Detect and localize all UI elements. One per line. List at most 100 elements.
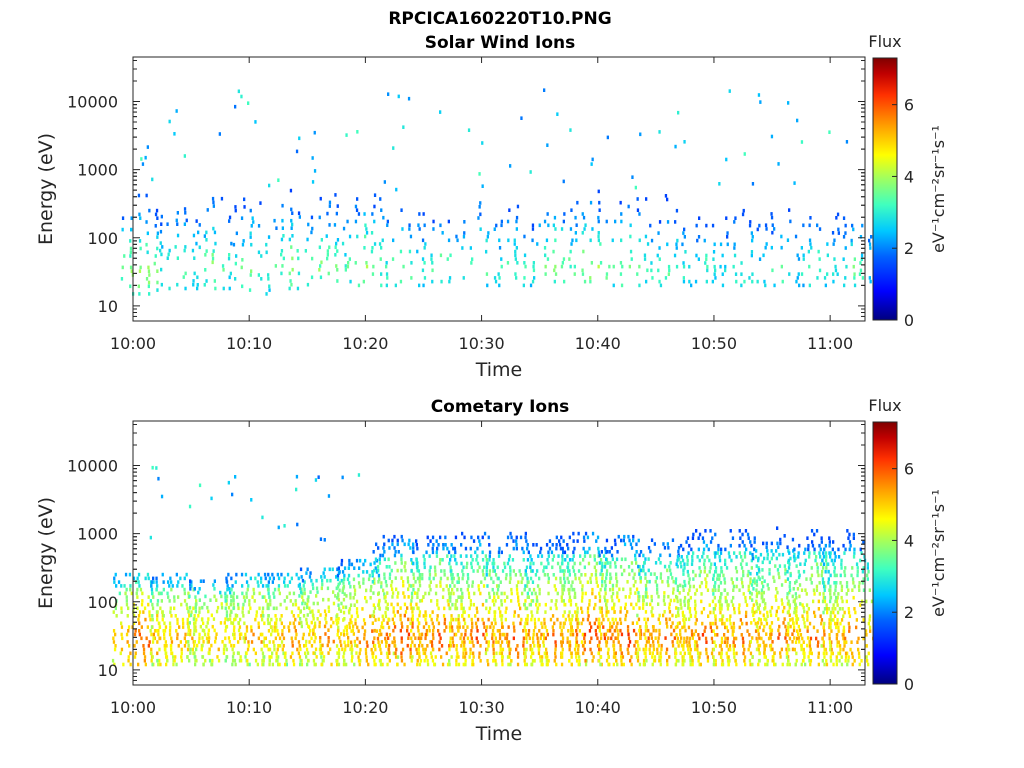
- heatmap-cell: [781, 279, 784, 284]
- heatmap-cell: [530, 569, 533, 573]
- heatmap-cell: [372, 591, 375, 595]
- heatmap-cell: [719, 581, 723, 585]
- heatmap-cell: [461, 576, 464, 581]
- heatmap-cell: [365, 640, 369, 645]
- heatmap-cell: [372, 614, 376, 619]
- heatmap-cell: [545, 543, 549, 547]
- heatmap-cell: [274, 629, 277, 633]
- heatmap-cell: [406, 625, 409, 629]
- heatmap-cell: [560, 535, 563, 540]
- heatmap-cell: [570, 617, 574, 622]
- heatmap-cell: [240, 572, 244, 577]
- heatmap-cell: [450, 573, 453, 577]
- heatmap-cell: [404, 568, 407, 573]
- heatmap-cell: [151, 465, 154, 470]
- heatmap-cell: [334, 245, 337, 250]
- heatmap-cell: [290, 576, 293, 581]
- heatmap-cell: [788, 562, 791, 566]
- heatmap-cell: [793, 558, 796, 563]
- heatmap-cell: [451, 636, 454, 641]
- heatmap-cell: [676, 636, 679, 641]
- heatmap-cell: [150, 658, 153, 663]
- heatmap-cell: [432, 629, 435, 633]
- heatmap-cell: [306, 597, 309, 602]
- heatmap-cell: [688, 636, 692, 641]
- heatmap-cell: [728, 89, 731, 93]
- heatmap-cell: [204, 253, 207, 257]
- heatmap-cell: [765, 545, 768, 549]
- heatmap-cell: [536, 636, 539, 641]
- heatmap-cell: [226, 617, 229, 622]
- heatmap-cell: [673, 636, 676, 640]
- heatmap-cell: [829, 610, 833, 615]
- heatmap-cell: [581, 231, 584, 235]
- heatmap-cell: [135, 580, 138, 584]
- heatmap-cell: [682, 588, 685, 592]
- heatmap-cell: [164, 625, 168, 629]
- heatmap-cell: [336, 662, 339, 667]
- heatmap-cell: [676, 610, 680, 615]
- heatmap-cell: [831, 231, 835, 235]
- heatmap-cell: [589, 554, 592, 558]
- heatmap-cell: [691, 536, 695, 540]
- heatmap-cell: [734, 566, 738, 570]
- heatmap-cell: [816, 569, 819, 574]
- heatmap-cell: [806, 629, 809, 633]
- heatmap-cell: [741, 558, 744, 563]
- heatmap-cell: [476, 617, 480, 622]
- heatmap-cell: [301, 601, 304, 606]
- heatmap-cell: [514, 272, 517, 276]
- heatmap-cell: [114, 602, 118, 607]
- heatmap-cell: [592, 655, 595, 659]
- heatmap-cell: [583, 565, 586, 570]
- heatmap-cell: [225, 647, 228, 652]
- heatmap-cell: [788, 272, 791, 276]
- heatmap-cell: [254, 120, 257, 124]
- heatmap-cell: [147, 284, 150, 289]
- heatmap-cell: [832, 562, 835, 566]
- heatmap-cell: [348, 625, 351, 630]
- heatmap-cell: [570, 625, 573, 629]
- heatmap-cell: [432, 576, 435, 581]
- heatmap-cell: [847, 607, 850, 611]
- heatmap-cell: [439, 580, 442, 584]
- heatmap-cell: [829, 592, 832, 596]
- heatmap-cell: [417, 223, 420, 227]
- heatmap-cell: [327, 628, 330, 632]
- heatmap-cell: [392, 610, 395, 614]
- heatmap-cell: [851, 223, 854, 228]
- heatmap-cell: [120, 632, 123, 637]
- heatmap-cell: [739, 536, 742, 540]
- heatmap-cell: [517, 602, 521, 607]
- heatmap-cell: [266, 602, 269, 607]
- heatmap-cell: [258, 591, 261, 596]
- heatmap-cell: [467, 576, 470, 581]
- heatmap-cell: [156, 246, 159, 251]
- heatmap-cell: [689, 651, 692, 656]
- heatmap-cell: [630, 602, 633, 607]
- heatmap-cell: [395, 187, 398, 192]
- heatmap-cell: [468, 655, 471, 659]
- heatmap-cell: [821, 581, 825, 585]
- heatmap-cell: [584, 659, 587, 663]
- heatmap-cell: [500, 550, 503, 555]
- heatmap-cell: [862, 577, 865, 581]
- heatmap-cell: [686, 558, 689, 563]
- heatmap-cell: [218, 132, 221, 136]
- heatmap-cell: [245, 591, 248, 596]
- heatmap-cell: [359, 658, 362, 663]
- heatmap-cell: [829, 644, 832, 648]
- heatmap-cell: [277, 587, 280, 592]
- heatmap-cell: [599, 261, 603, 265]
- heatmap-cell: [862, 636, 865, 641]
- heatmap-cell: [783, 617, 786, 621]
- heatmap-cell: [378, 598, 381, 603]
- heatmap-cell: [829, 659, 833, 663]
- heatmap-cell: [501, 662, 504, 667]
- heatmap-cell: [523, 261, 526, 265]
- heatmap-cell: [479, 201, 482, 205]
- heatmap-cell: [233, 617, 236, 622]
- heatmap-cell: [500, 591, 503, 596]
- heatmap-cell: [770, 556, 773, 561]
- heatmap-cell: [371, 212, 374, 216]
